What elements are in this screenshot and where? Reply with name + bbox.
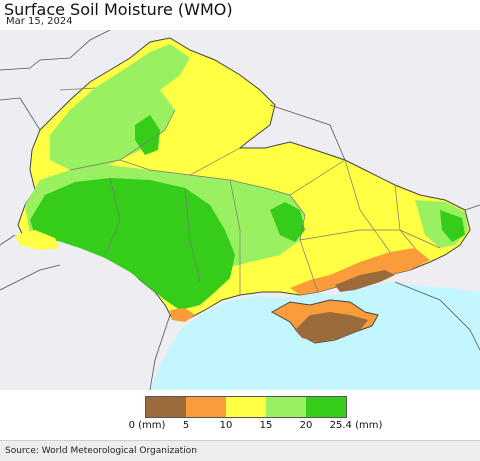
soil-moisture-map (0, 30, 480, 390)
legend-swatch-20-25 (306, 397, 346, 417)
wet-core (30, 178, 235, 310)
legend-color-bar (145, 396, 347, 418)
dry-sw-strip (15, 230, 60, 250)
source-footer: Source: World Meteorological Organizatio… (0, 440, 480, 461)
legend-tick-label: 20 (299, 420, 313, 431)
legend-tick-label: 10 (219, 420, 233, 431)
legend-swatch-0-5 (146, 397, 186, 417)
map-date: Mar 15, 2024 (6, 16, 73, 27)
legend-swatch-5-10 (186, 397, 226, 417)
wet-east (440, 210, 465, 242)
legend-tick-label: 0 (mm) (128, 420, 166, 431)
crimea-dry-core (295, 312, 368, 342)
legend-tick-label: 5 (182, 420, 190, 431)
legend-tick-labels: 0 (mm) 5 10 15 20 25.4 (mm) (0, 420, 480, 434)
sw-dry-coast (170, 308, 195, 322)
country-borders (0, 30, 480, 390)
legend-tick-label: 15 (259, 420, 273, 431)
very-dry-southeast (335, 270, 395, 292)
source-text: Source: World Meteorological Organizatio… (5, 446, 197, 456)
moist-center-spot (270, 202, 305, 242)
legend-tick-label: 25.4 (mm) (329, 420, 383, 431)
legend-swatch-10-15 (226, 397, 266, 417)
wet-north-spot (135, 115, 160, 155)
oblast-borders (59, 87, 441, 295)
legend-swatch-15-20 (266, 397, 306, 417)
dry-southeast (290, 248, 430, 295)
map-title: Surface Soil Moisture (WMO) (4, 0, 233, 19)
